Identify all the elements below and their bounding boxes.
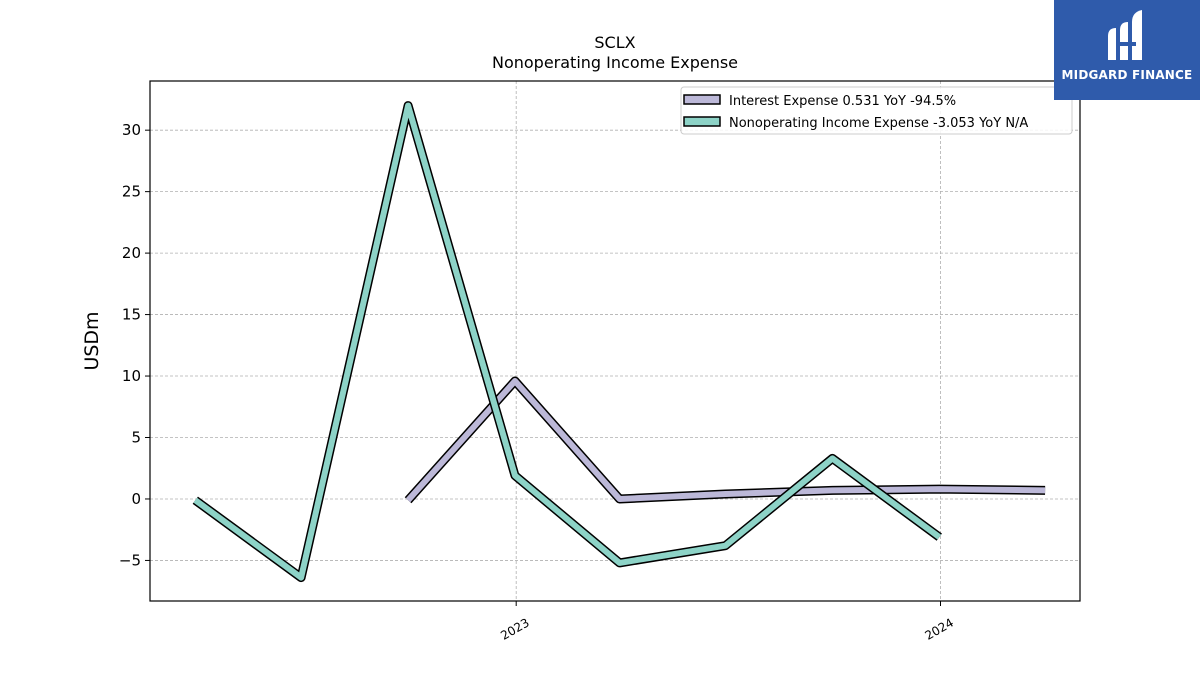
y-tick-label: 5 (131, 429, 141, 447)
y-tick-label: 10 (122, 367, 141, 385)
chart-subtitle: Nonoperating Income Expense (492, 53, 738, 72)
x-tick-label: 2023 (498, 615, 531, 642)
x-tick-label: 2024 (923, 615, 956, 642)
legend-label-nonoperating-income-expense: Nonoperating Income Expense -3.053 YoY N… (729, 116, 1028, 131)
y-tick-label: 25 (122, 183, 141, 201)
chart-title: SCLX (594, 33, 635, 52)
midgard-logo-icon (1108, 10, 1142, 60)
series-1 (192, 101, 942, 583)
series-group (192, 101, 1046, 583)
y-tick-label: 15 (122, 306, 141, 324)
midgard-finance-logo: MIDGARD FINANCE (1054, 0, 1200, 100)
series-line (193, 102, 942, 581)
series-line-outline (192, 101, 942, 583)
y-tick-label: −5 (119, 551, 141, 569)
y-tick-label: 20 (122, 244, 141, 262)
y-axis-label: USDm (81, 311, 103, 370)
grid (150, 81, 1080, 601)
x-axis: 2023 2024 (498, 601, 956, 643)
series-0 (404, 376, 1046, 504)
legend-swatch-interest-expense (683, 94, 721, 105)
plot-frame (149, 80, 1081, 602)
legend-box (680, 86, 1073, 135)
legend: Interest Expense 0.531 YoY -94.5% Nonope… (680, 86, 1073, 135)
y-tick-label: 30 (122, 121, 141, 139)
legend-label-interest-expense: Interest Expense 0.531 YoY -94.5% (729, 94, 956, 109)
logo-text: MIDGARD FINANCE (1061, 68, 1193, 82)
y-tick-label: 0 (131, 490, 141, 508)
legend-swatch-nonoperating-income-expense (683, 116, 721, 127)
y-axis: −5 0 5 10 15 20 25 30 (119, 121, 150, 569)
